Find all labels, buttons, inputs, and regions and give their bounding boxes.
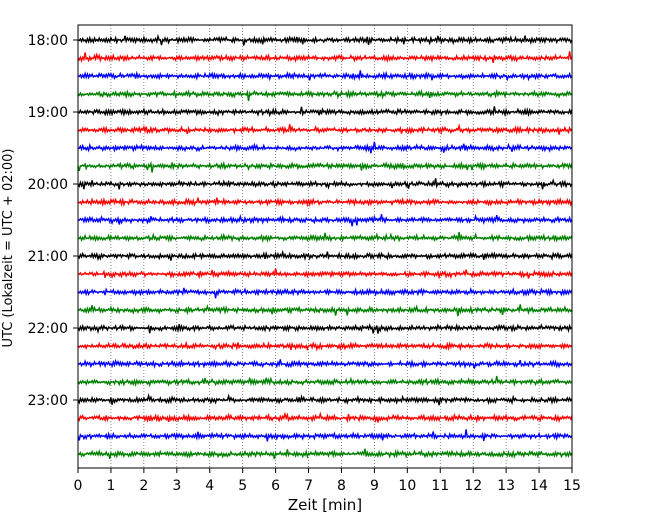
y-tick-label: 22:00 — [28, 321, 68, 337]
axis-layer: 0 1 2 3 4 5 6 7 8 9 10 11 12 13 14 1518:0019:0020:0021:… — [28, 24, 581, 494]
trace-1800 — [77, 33, 573, 46]
x-tick-label: 13 — [497, 478, 515, 494]
y-tick-label: 20:00 — [28, 177, 68, 193]
trace-2100 — [77, 249, 573, 262]
x-axis-label: Zeit [min] — [288, 496, 362, 514]
grid-layer — [110, 25, 540, 468]
y-axis-label: UTC (Lokalzeit = UTC + 02:00) — [1, 149, 16, 348]
trace-1930 — [77, 141, 573, 154]
trace-2030 — [77, 213, 573, 227]
x-tick-label: 9 — [370, 478, 379, 494]
x-tick-label: 11 — [431, 478, 449, 494]
trace-2130 — [77, 286, 573, 299]
trace-2230 — [77, 358, 573, 369]
trace-2345 — [77, 448, 573, 460]
y-tick-label: 21:00 — [28, 249, 68, 265]
x-tick-label: 12 — [464, 478, 482, 494]
x-tick-label: 4 — [205, 478, 214, 494]
trace-2245 — [77, 375, 573, 388]
x-tick-label: 14 — [530, 478, 548, 494]
x-tick-label: 0 — [74, 478, 83, 494]
x-tick-label: 10 — [398, 478, 416, 494]
trace-2115 — [77, 268, 573, 280]
y-tick-label: 23:00 — [28, 393, 68, 409]
trace-2145 — [77, 304, 573, 317]
trace-2200 — [77, 323, 573, 335]
trace-2215 — [77, 340, 573, 352]
trace-2045 — [77, 231, 573, 243]
y-tick-label: 18:00 — [28, 33, 68, 49]
x-tick-label: 2 — [139, 478, 148, 494]
trace-1900 — [77, 106, 573, 118]
trace-2000 — [77, 178, 573, 190]
x-tick-label: 7 — [304, 478, 313, 494]
x-tick-label: 15 — [563, 478, 581, 494]
y-tick-label: 19:00 — [28, 105, 68, 121]
x-tick-label: 8 — [337, 478, 346, 494]
plot-frame — [77, 24, 573, 469]
trace-1945 — [77, 160, 573, 173]
trace-1845 — [77, 88, 573, 102]
trace-1915 — [77, 123, 573, 135]
x-tick-label: 6 — [271, 478, 280, 494]
trace-1815 — [77, 51, 573, 64]
trace-2315 — [77, 411, 573, 424]
trace-1830 — [77, 70, 573, 82]
x-tick-label: 1 — [106, 478, 115, 494]
x-tick-label: 3 — [172, 478, 181, 494]
trace-2300 — [77, 392, 573, 406]
x-tick-label: 5 — [238, 478, 247, 494]
trace-2015 — [77, 196, 573, 208]
trace-layer — [77, 33, 573, 460]
trace-2330 — [77, 429, 573, 442]
